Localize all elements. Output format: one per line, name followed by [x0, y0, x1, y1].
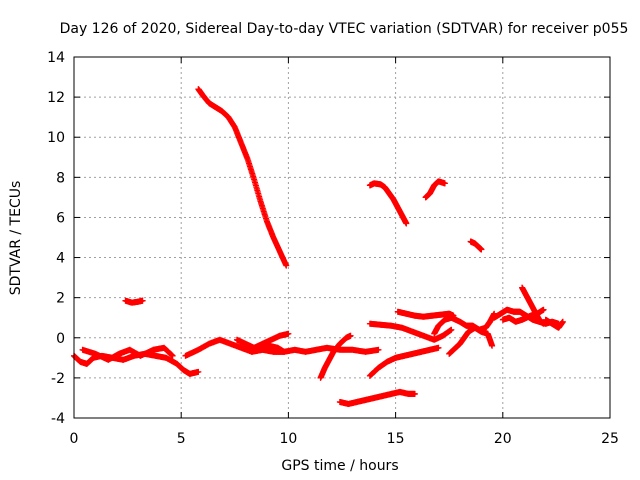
- series-arc-20: [519, 284, 547, 327]
- data-point: [441, 180, 448, 187]
- y-tick-label: 6: [56, 210, 65, 226]
- x-tick-label: 20: [494, 431, 512, 447]
- y-tick-label: 8: [56, 170, 65, 186]
- data-point: [448, 326, 455, 333]
- y-tick-labels: -4 -2 0 2 4 6 8 10 12 14: [47, 50, 65, 427]
- data-point: [403, 220, 410, 227]
- data-point: [489, 342, 496, 349]
- axis-ticks: [73, 56, 611, 419]
- x-tick-label: 0: [70, 431, 79, 447]
- data-point: [139, 297, 146, 304]
- series-arc-4: [182, 336, 382, 359]
- y-tick-label: 14: [47, 50, 65, 66]
- x-tick-label: 25: [601, 431, 619, 447]
- y-tick-label: -4: [51, 411, 65, 427]
- series-arc-19: [499, 306, 547, 325]
- series-arc-13: [394, 308, 457, 320]
- x-tick-label: 15: [387, 431, 405, 447]
- data-point: [540, 306, 547, 313]
- y-tick-label: 4: [56, 251, 65, 267]
- data-point: [347, 332, 354, 339]
- y-tick-label: 2: [56, 291, 65, 307]
- x-axis-label: GPS time / hours: [281, 458, 398, 474]
- series-arc-2: [79, 344, 176, 363]
- plot-frame: [73, 56, 611, 419]
- y-tick-label: 0: [56, 331, 65, 347]
- y-tick-label: 10: [47, 130, 65, 146]
- series-arc-11: [366, 180, 410, 227]
- y-tick-label: -2: [51, 371, 65, 387]
- y-axis-label: SDTVAR / TECUs: [8, 181, 24, 296]
- series-arc-17: [467, 238, 485, 253]
- data-point: [169, 352, 176, 359]
- series-arc-3: [122, 297, 146, 306]
- chart-title: Day 126 of 2020, Sidereal Day-to-day VTE…: [60, 21, 629, 37]
- data-point: [281, 348, 288, 355]
- series-arc-8: [317, 332, 354, 381]
- data-point: [435, 344, 442, 351]
- series-arc-7: [248, 342, 288, 355]
- grid-lines: [74, 57, 610, 418]
- series-arc-9: [336, 388, 418, 407]
- series-arc-14: [422, 178, 448, 201]
- data-point: [285, 330, 292, 337]
- series-arc-10: [366, 344, 442, 379]
- data-points: [71, 86, 566, 407]
- data-point: [195, 368, 202, 375]
- series-arc-5: [195, 86, 290, 269]
- x-tick-label: 10: [279, 431, 297, 447]
- data-point: [375, 346, 382, 353]
- y-tick-label: 12: [47, 90, 65, 106]
- series-arc-21: [542, 316, 566, 331]
- series-arc-12: [366, 320, 455, 343]
- x-tick-label: 5: [177, 431, 186, 447]
- data-point: [478, 246, 485, 253]
- data-point: [540, 320, 547, 327]
- data-point: [411, 390, 418, 397]
- data-point: [559, 318, 566, 325]
- x-tick-labels: 0 5 10 15 20 25: [70, 431, 619, 447]
- data-point: [283, 262, 290, 269]
- series-arc-16: [446, 324, 496, 357]
